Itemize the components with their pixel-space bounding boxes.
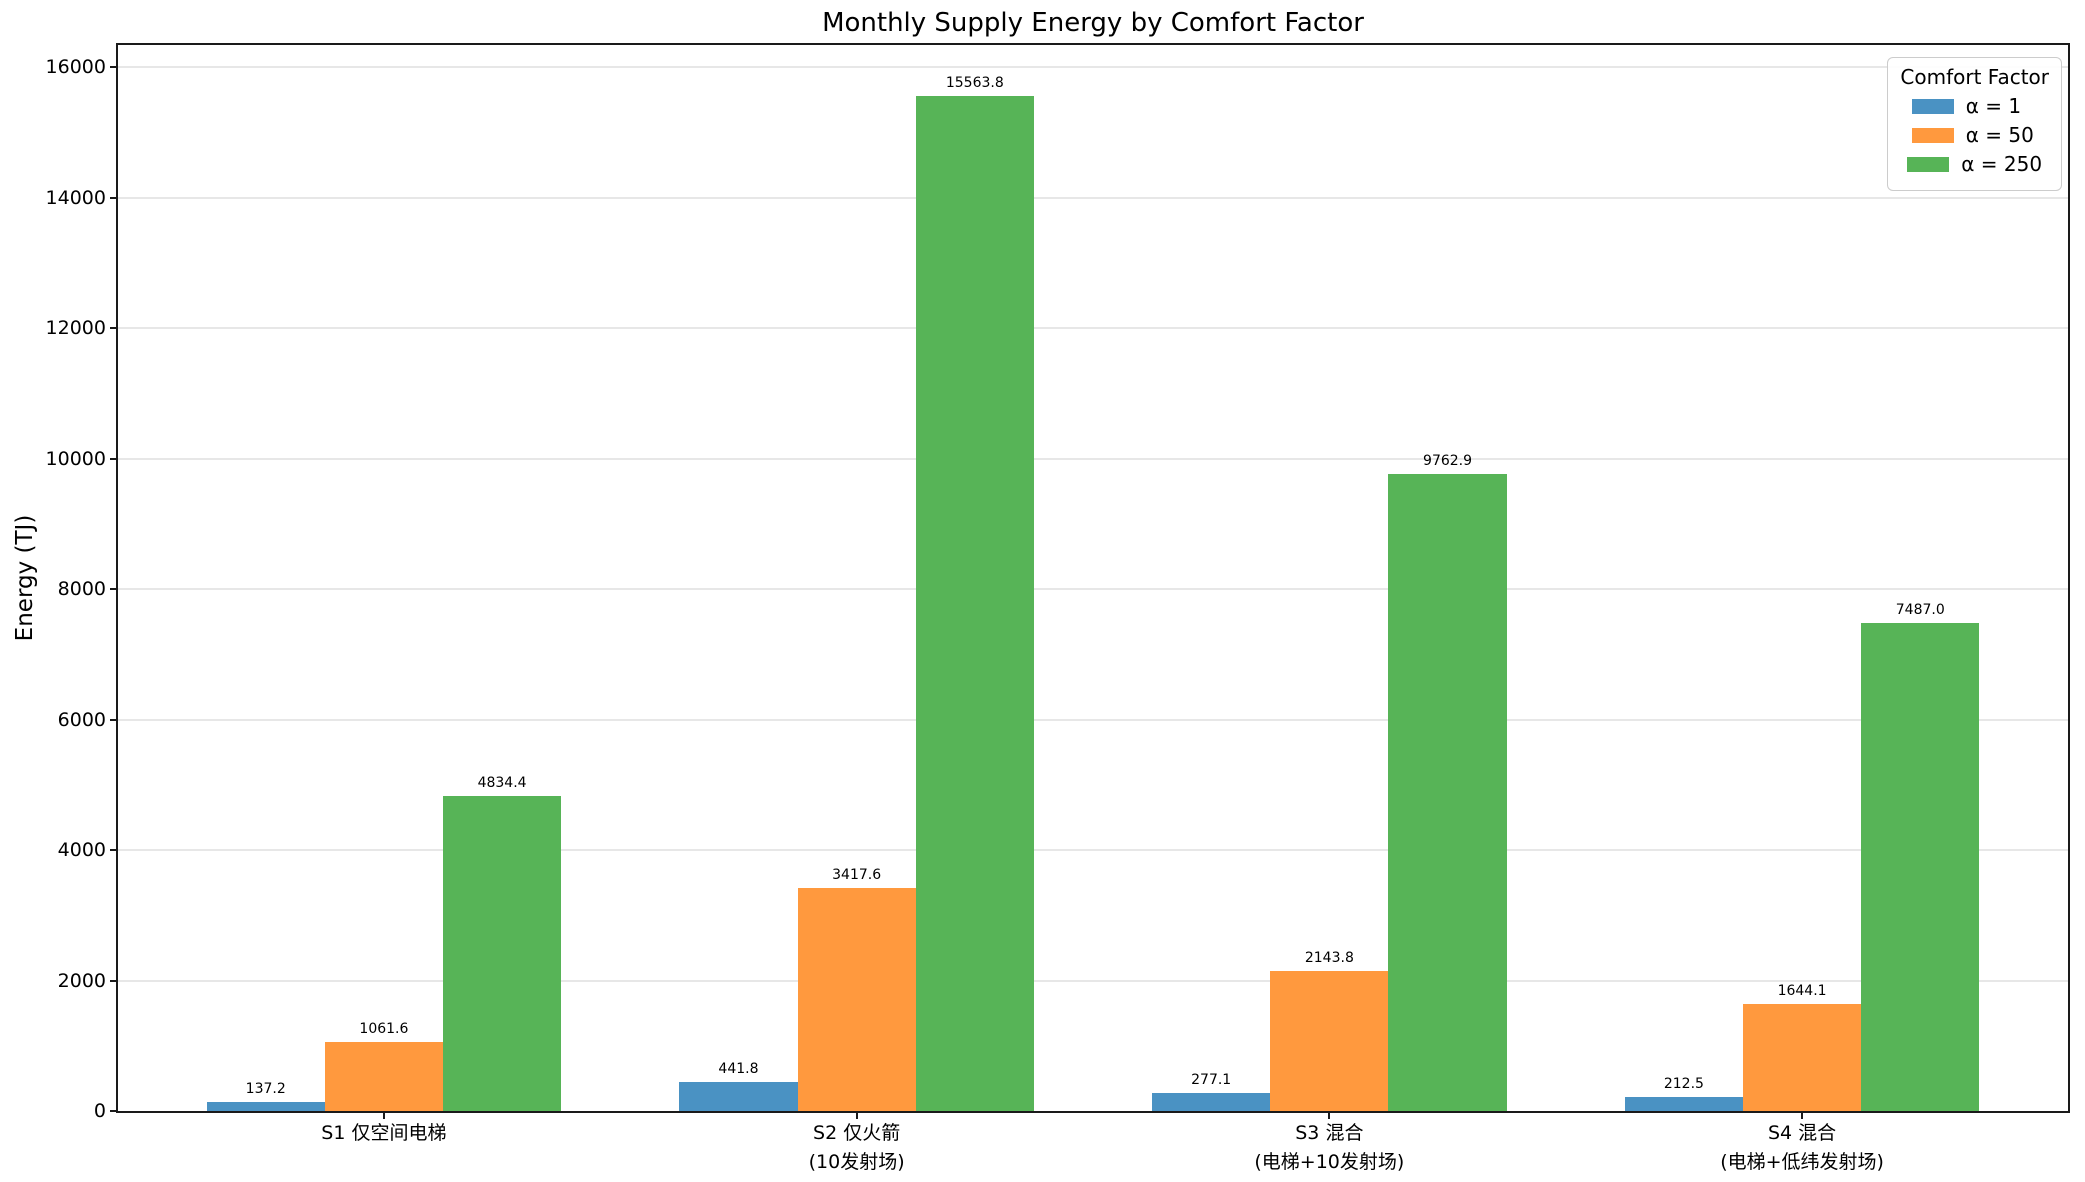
x-tick-label-line: S1 仅空间电梯	[321, 1122, 447, 1144]
gridline-2000	[118, 979, 2068, 982]
bar-value-label-s2-alpha1: 441.8	[718, 1061, 759, 1078]
bar-s4-alpha1	[1624, 1097, 1743, 1111]
legend-label-alpha1: α = 1	[1965, 94, 2022, 118]
x-tick-label-line: (10发射场)	[808, 1151, 905, 1173]
legend-item-alpha50: α = 50	[1900, 123, 2049, 147]
legend: Comfort Factor α = 1 α = 50 α = 250	[1887, 57, 2062, 191]
legend-label-alpha50: α = 50	[1965, 123, 2034, 147]
y-tick-mark-0	[110, 1110, 118, 1112]
y-tick-label-8000: 8000	[57, 578, 106, 601]
legend-swatch-alpha50	[1911, 127, 1954, 143]
bar-s3-alpha50	[1270, 971, 1389, 1111]
x-tick-label-line: S3 混合	[1295, 1122, 1364, 1144]
legend-item-alpha1: α = 1	[1900, 94, 2049, 118]
bar-s2-alpha250	[915, 95, 1034, 1111]
y-tick-label-6000: 6000	[57, 708, 106, 731]
bar-s2-alpha50	[797, 888, 916, 1111]
gridline-8000	[118, 588, 2068, 591]
x-tick-label-s4: S4 混合 (电梯+低纬发射场)	[1542, 1119, 2062, 1177]
bar-value-label-s3-alpha250: 9762.9	[1423, 453, 1473, 470]
plot-area	[116, 43, 2070, 1113]
bar-value-label-s1-alpha50: 1061.6	[359, 1020, 409, 1037]
legend-swatch-alpha1	[1911, 98, 1954, 114]
legend-items: α = 1 α = 50 α = 250	[1900, 94, 2049, 176]
x-tick-label-line: (电梯+低纬发射场)	[1720, 1151, 1884, 1173]
bar-s1-alpha250	[443, 795, 562, 1111]
y-tick-mark-10000	[110, 457, 118, 460]
bar-s3-alpha1	[1152, 1092, 1271, 1111]
legend-item-alpha250: α = 250	[1900, 152, 2049, 176]
y-tick-mark-12000	[110, 327, 118, 330]
bar-value-label-s1-alpha1: 137.2	[245, 1081, 286, 1098]
bar-value-label-s3-alpha50: 2143.8	[1304, 950, 1354, 967]
bar-s2-alpha1	[679, 1082, 798, 1111]
x-tick-mark-s2	[855, 1111, 858, 1119]
x-tick-mark-s3	[1328, 1111, 1331, 1119]
y-tick-label-14000: 14000	[45, 186, 106, 209]
bar-s4-alpha50	[1743, 1003, 1862, 1111]
gridline-16000	[118, 66, 2068, 69]
bar-value-label-s2-alpha50: 3417.6	[832, 867, 882, 884]
bar-value-label-s4-alpha1: 212.5	[1663, 1076, 1704, 1093]
bar-value-label-s2-alpha250: 15563.8	[945, 74, 1004, 91]
bar-s1-alpha1	[206, 1102, 325, 1111]
x-tick-label-line: S4 混合	[1767, 1122, 1837, 1144]
bar-value-label-s3-alpha1: 277.1	[1191, 1071, 1232, 1088]
y-tick-mark-6000	[110, 718, 118, 721]
y-tick-mark-16000	[110, 66, 118, 69]
bar-value-label-s1-alpha250: 4834.4	[477, 774, 527, 791]
y-tick-label-12000: 12000	[45, 317, 106, 340]
bar-s1-alpha50	[324, 1041, 443, 1111]
x-tick-mark-s4	[1801, 1111, 1804, 1119]
y-tick-label-0: 0	[93, 1100, 106, 1122]
y-tick-label-2000: 2000	[57, 969, 106, 992]
bar-value-label-s4-alpha50: 1644.1	[1777, 982, 1827, 999]
legend-swatch-alpha250	[1907, 156, 1950, 172]
x-tick-label-s2: S2 仅火箭 (10发射场)	[597, 1119, 1117, 1177]
x-tick-mark-s1	[382, 1111, 385, 1119]
gridline-4000	[118, 849, 2068, 852]
gridline-10000	[118, 457, 2068, 460]
chart-title: Monthly Supply Energy by Comfort Factor	[822, 8, 1364, 38]
gridline-12000	[118, 327, 2068, 330]
gridline-6000	[118, 718, 2068, 721]
x-tick-label-line: (电梯+10发射场)	[1254, 1151, 1405, 1173]
y-tick-label-16000: 16000	[45, 56, 106, 79]
y-tick-mark-14000	[110, 196, 118, 199]
y-tick-mark-4000	[110, 849, 118, 852]
y-tick-mark-2000	[110, 979, 118, 982]
y-tick-mark-8000	[110, 588, 118, 591]
x-tick-label-s3: S3 混合 (电梯+10发射场)	[1069, 1119, 1589, 1177]
y-tick-label-10000: 10000	[45, 447, 106, 470]
gridline-14000	[118, 196, 2068, 199]
y-tick-label-4000: 4000	[57, 839, 106, 862]
bar-value-label-s4-alpha250: 7487.0	[1895, 601, 1945, 618]
bar-s4-alpha250	[1861, 622, 1980, 1111]
legend-label-alpha250: α = 250	[1961, 152, 2043, 176]
bar-s3-alpha250	[1388, 474, 1507, 1111]
x-tick-label-s1: S1 仅空间电梯	[124, 1119, 644, 1148]
legend-title: Comfort Factor	[1900, 65, 2049, 89]
x-tick-label-line: S2 仅火箭	[813, 1122, 901, 1144]
